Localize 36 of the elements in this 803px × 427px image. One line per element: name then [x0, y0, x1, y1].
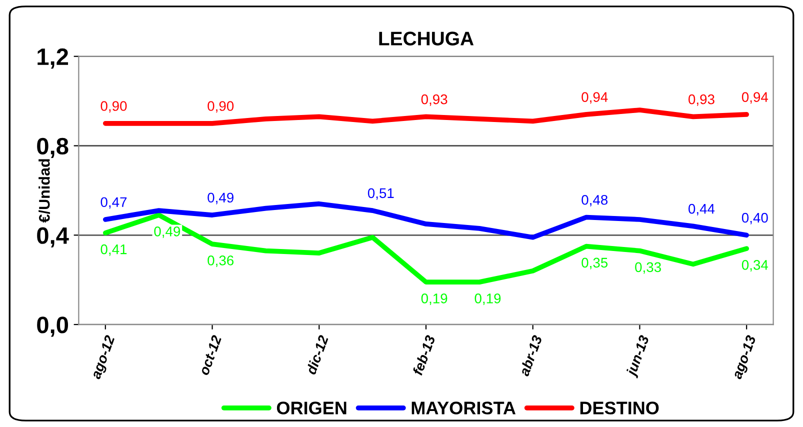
data-label: 0,41 [100, 244, 127, 256]
data-label: 0,48 [582, 194, 608, 206]
data-label: 0,90 [100, 101, 127, 113]
data-label: 0,93 [421, 94, 448, 106]
x-tick-label: ago-13 [732, 334, 759, 381]
data-label: 0,44 [688, 204, 715, 216]
legend-label: ORIGEN [276, 402, 346, 414]
data-label: 0,40 [742, 212, 768, 224]
y-tick-label: 0,4 [37, 227, 69, 248]
data-label: 0,51 [368, 188, 394, 200]
data-label: 0,90 [208, 101, 234, 113]
data-label: 0,34 [742, 260, 768, 272]
data-label: 0,19 [421, 294, 448, 306]
x-tick-label: ago-12 [90, 334, 118, 381]
chart-title: LECHUGA [379, 32, 474, 46]
data-label: 0,19 [474, 294, 501, 306]
x-tick-label: feb-13 [412, 334, 436, 376]
y-tick-label: 0,8 [37, 138, 68, 158]
y-axis-title: €/Unidad [38, 159, 50, 223]
data-label: 0,49 [154, 226, 180, 238]
data-label: 0,35 [582, 258, 608, 270]
data-label: 0,94 [582, 92, 608, 104]
data-label: 0,49 [208, 192, 234, 204]
x-tick-label: jun-13 [625, 334, 652, 379]
data-label: 0,33 [635, 262, 661, 274]
legend-label: DESTINO [580, 402, 659, 414]
x-tick-label: abr-13 [518, 334, 542, 377]
data-label: 0,36 [208, 256, 234, 268]
data-label: 0,93 [688, 94, 714, 106]
x-tick-label: oct-12 [198, 334, 222, 376]
x-tick-label: dic-12 [306, 334, 329, 376]
data-label: 0,94 [742, 92, 768, 104]
data-label: 0,47 [100, 197, 127, 209]
y-tick-label: 0,0 [37, 316, 68, 337]
legend-label: MAYORISTA [412, 402, 516, 414]
y-tick-label: 1,2 [38, 48, 68, 69]
